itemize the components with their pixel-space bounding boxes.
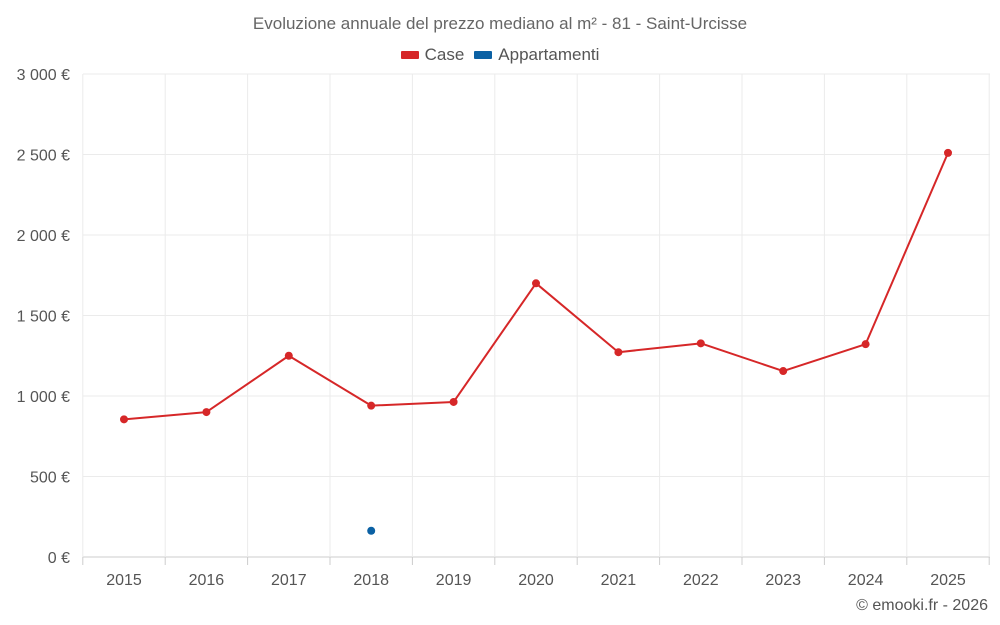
data-point-appartamenti [367, 526, 376, 535]
x-tick-label: 2024 [848, 572, 884, 589]
data-point-case [696, 339, 705, 348]
series-layer [120, 148, 952, 535]
x-tick-label: 2021 [601, 572, 637, 589]
y-tick-label: 2 000 € [17, 228, 70, 245]
y-tick-label: 2 500 € [17, 148, 70, 165]
x-tick-label: 2020 [518, 572, 554, 589]
data-point-case [449, 397, 458, 406]
legend-swatch-appartamenti [474, 51, 493, 59]
data-point-case [284, 351, 293, 360]
y-tick-label: 500 € [30, 470, 70, 487]
legend-item-appartamenti[interactable]: Appartamenti [474, 45, 599, 65]
credit-text: © emooki.fr - 2026 [856, 597, 988, 614]
legend-swatch-case [400, 51, 419, 59]
data-point-case [779, 367, 788, 376]
x-tick-label: 2025 [930, 572, 966, 589]
x-tick-label: 2015 [106, 572, 142, 589]
legend: Case Appartamenti [0, 45, 1000, 65]
x-tick-label: 2022 [683, 572, 719, 589]
data-point-case [202, 408, 211, 417]
grid-layer [82, 73, 990, 558]
data-point-case [367, 401, 376, 410]
chart-title: Evoluzione annuale del prezzo mediano al… [252, 14, 748, 33]
x-tick-label: 2018 [353, 572, 389, 589]
x-tick-label: 2016 [189, 572, 225, 589]
data-point-case [532, 279, 540, 288]
data-point-case [120, 415, 128, 424]
axis-layer: 0 € 500 € 1 000 € 1 500 € 2 000 € 2 500 € 3 00… [17, 67, 990, 589]
y-tick-label: 1 000 € [17, 389, 70, 406]
x-tick-label: 2017 [271, 572, 307, 589]
data-point-case [944, 148, 952, 157]
x-tick-label: 2023 [765, 572, 801, 589]
legend-label-appartamenti: Appartamenti [498, 45, 600, 64]
data-point-case [861, 340, 870, 349]
y-tick-label: 0 € [48, 550, 70, 567]
y-tick-label: 1 500 € [17, 309, 70, 326]
data-point-case [614, 348, 623, 357]
legend-item-case[interactable]: Case [400, 45, 465, 65]
y-tick-label: 3 000 € [17, 67, 70, 84]
x-tick-label: 2019 [436, 572, 472, 589]
legend-label-case: Case [424, 45, 465, 64]
